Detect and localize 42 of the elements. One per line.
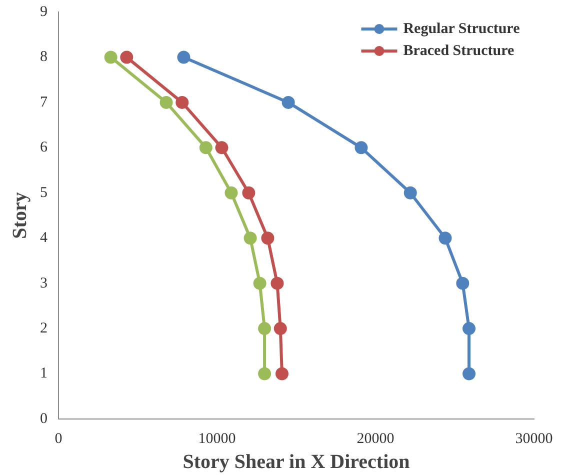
y-tick-label: 8: [40, 49, 48, 66]
point: [258, 367, 272, 380]
point: [456, 276, 470, 290]
y-tick-label: 5: [40, 184, 48, 201]
point: [104, 50, 118, 64]
point: [176, 96, 189, 109]
legend-label: Regular Structure: [403, 20, 520, 37]
point: [120, 50, 134, 64]
y-axis-title: Story: [9, 192, 32, 239]
y-tick-label: 1: [40, 366, 48, 382]
point: [462, 367, 476, 380]
x-tick-label: 20000: [356, 430, 394, 447]
x-tick-label: 30000: [515, 430, 553, 447]
y-tick-label: 7: [40, 94, 48, 110]
legend-label: Braced Structure: [403, 42, 515, 59]
point: [275, 367, 288, 380]
point: [438, 232, 452, 245]
y-tick-label: 6: [40, 140, 48, 156]
point: [224, 186, 238, 200]
y-tick-label: 9: [40, 4, 48, 20]
point: [244, 232, 257, 245]
y-tick-label: 2: [40, 320, 48, 336]
point: [462, 322, 476, 336]
point: [270, 276, 284, 290]
point: [258, 322, 272, 336]
point: [160, 96, 173, 109]
y-tick-label: 3: [40, 275, 48, 292]
y-tick-label: 4: [40, 230, 48, 246]
point: [274, 322, 287, 336]
x-axis-title: Story Shear in X Direction: [182, 451, 410, 474]
point: [261, 232, 274, 245]
point: [354, 141, 368, 154]
point: [215, 141, 228, 154]
point: [282, 96, 295, 109]
x-tick-label: 0: [54, 430, 62, 447]
point: [242, 186, 256, 200]
y-tick-label: 0: [40, 410, 48, 427]
point: [404, 186, 417, 200]
x-tick-label: 10000: [198, 430, 236, 447]
point: [253, 276, 266, 290]
point: [177, 50, 190, 64]
point: [199, 141, 212, 154]
